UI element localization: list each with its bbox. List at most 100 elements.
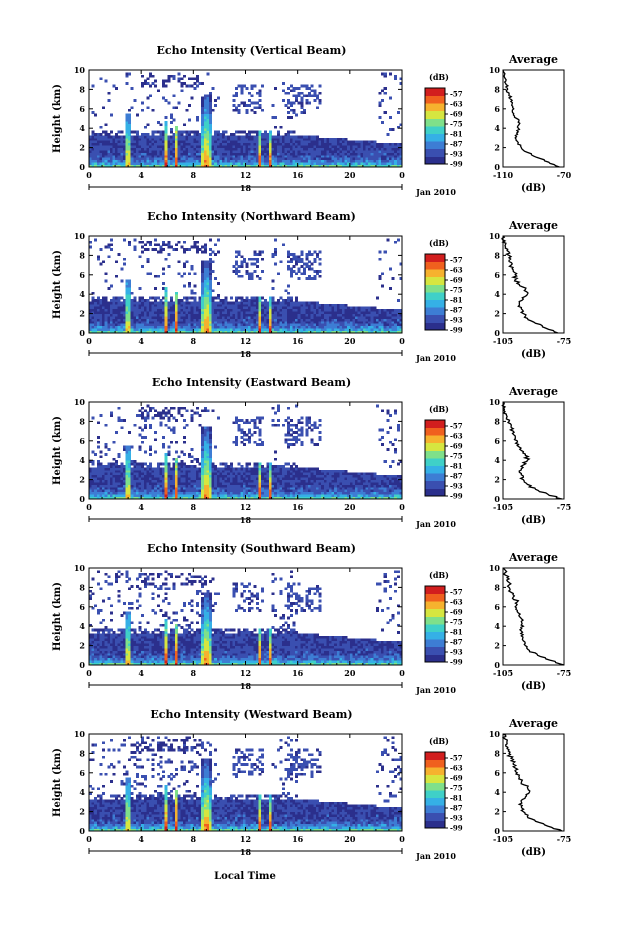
- heatmap-cell: [250, 323, 254, 327]
- heatmap-cell: [321, 147, 325, 151]
- heatmap-cell: [381, 150, 385, 153]
- heatmap-cell: [99, 135, 103, 139]
- heatmap-cell: [99, 159, 103, 163]
- heatmap-cell: [206, 306, 210, 310]
- heatmap-cell: [276, 306, 280, 310]
- heatmap-cell: [229, 318, 233, 322]
- heatmap-cell: [154, 84, 158, 88]
- heatmap-cell: [279, 162, 283, 165]
- heatmap-cell: [133, 296, 137, 300]
- heatmap-cell: [180, 482, 184, 485]
- heatmap-cell: [201, 325, 205, 329]
- heatmap-cell: [266, 150, 270, 153]
- heatmap-cell: [331, 145, 335, 148]
- heatmap-cell: [235, 135, 239, 139]
- heatmap-cell: [266, 313, 270, 317]
- heatmap-cell: [120, 137, 124, 141]
- heatmap-cell: [151, 157, 155, 161]
- heatmap-cell: [208, 277, 212, 281]
- heatmap-cell: [399, 157, 403, 161]
- heatmap-cell: [89, 162, 93, 165]
- heatmap-cell: [115, 299, 119, 302]
- heatmap-cell: [216, 164, 220, 168]
- heatmap-cell: [138, 472, 142, 476]
- heatmap-cell: [310, 84, 314, 88]
- heatmap-cell: [250, 308, 254, 312]
- heatmap-cell: [138, 157, 142, 161]
- heatmap-cell: [148, 465, 152, 468]
- heatmap-cell: [138, 135, 142, 139]
- heatmap-cell: [297, 325, 301, 329]
- heatmap-cell: [240, 311, 244, 314]
- heatmap-cell: [386, 313, 390, 317]
- heatmap-cell: [308, 250, 312, 254]
- heatmap-cell: [185, 494, 189, 497]
- heatmap-cell: [368, 152, 372, 156]
- heatmap-cell: [308, 150, 312, 153]
- heatmap-cell: [148, 482, 152, 485]
- heatmap-cell: [211, 150, 215, 153]
- heatmap-cell: [352, 145, 356, 148]
- heatmap-cell: [255, 147, 259, 151]
- heatmap-cell: [305, 325, 309, 329]
- heatmap-cell: [107, 99, 111, 102]
- heatmap-cell: [214, 157, 218, 161]
- heatmap-cell: [133, 147, 137, 151]
- heatmap-cell: [128, 311, 132, 314]
- heatmap-cell: [99, 484, 103, 488]
- heatmap-cell: [302, 301, 306, 305]
- heatmap-cell: [195, 328, 199, 331]
- heatmap-cell: [104, 279, 108, 283]
- heatmap-cell: [89, 245, 93, 249]
- heatmap-cell: [156, 477, 160, 480]
- heatmap-cell: [128, 108, 132, 112]
- heatmap-cell: [235, 91, 239, 95]
- heatmap-cell: [206, 323, 210, 327]
- heatmap-cell: [201, 296, 205, 300]
- heatmap-cell: [289, 89, 293, 93]
- heatmap-cell: [203, 325, 207, 329]
- heatmap-cell: [399, 308, 403, 312]
- heatmap-cell: [135, 467, 139, 471]
- average-y-tick-label: 4: [494, 289, 500, 299]
- heatmap-cell: [141, 159, 145, 163]
- heatmap-cell: [349, 318, 353, 322]
- heatmap-cell: [362, 313, 366, 317]
- average-y-tick-label: 2: [494, 309, 500, 319]
- heatmap-cell: [156, 152, 160, 156]
- heatmap-cell: [182, 486, 186, 490]
- heatmap-cell: [107, 448, 111, 451]
- heatmap-cell: [250, 303, 254, 307]
- heatmap-cell: [261, 250, 265, 254]
- heatmap-cell: [156, 162, 160, 165]
- heatmap-cell: [305, 140, 309, 144]
- heatmap-cell: [295, 164, 299, 168]
- heatmap-cell: [336, 162, 340, 165]
- heatmap-cell: [386, 316, 390, 319]
- heatmap-cell: [159, 162, 163, 165]
- heatmap-cell: [201, 308, 205, 312]
- heatmap-cell: [282, 308, 286, 312]
- heatmap-cell: [94, 469, 98, 473]
- heatmap-cell: [357, 325, 361, 329]
- heatmap-cell: [310, 308, 314, 312]
- heatmap-cell: [237, 162, 241, 165]
- heatmap-cell: [146, 152, 150, 156]
- heatmap-cell: [190, 311, 194, 314]
- heatmap-cell: [253, 330, 257, 334]
- heatmap-cell: [188, 154, 192, 158]
- heatmap-cell: [122, 445, 126, 449]
- heatmap-cell: [232, 316, 236, 319]
- heatmap-cell: [99, 328, 103, 331]
- heatmap-cell: [91, 159, 95, 163]
- heatmap-cell: [151, 306, 155, 310]
- heatmap-cell: [138, 140, 142, 144]
- heatmap-cell: [122, 325, 126, 329]
- heatmap-cell: [289, 157, 293, 161]
- heatmap-cell: [169, 245, 173, 249]
- heatmap-cell: [336, 137, 340, 141]
- heatmap-cell: [156, 303, 160, 307]
- heatmap-cell: [180, 406, 184, 410]
- heatmap-cell: [287, 318, 291, 322]
- heatmap-cell: [120, 465, 124, 468]
